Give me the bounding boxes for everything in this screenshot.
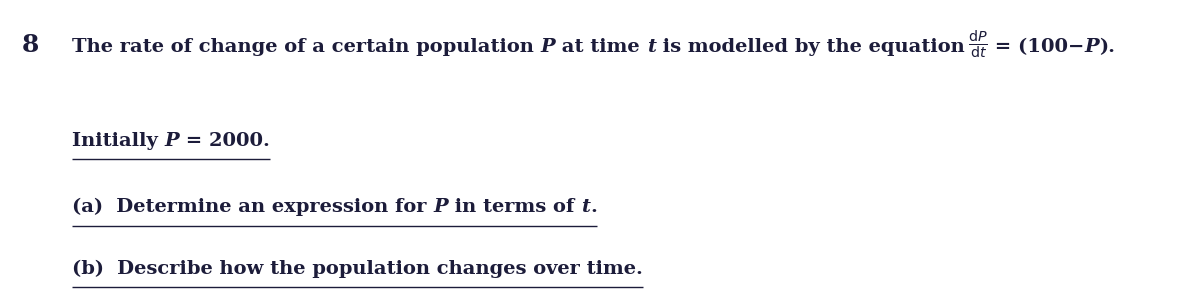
Text: P: P bbox=[433, 198, 448, 217]
Text: t: t bbox=[581, 198, 590, 217]
Text: P: P bbox=[1085, 38, 1099, 56]
Text: ).: ). bbox=[1099, 38, 1115, 56]
Text: t: t bbox=[647, 38, 655, 56]
Text: at time: at time bbox=[556, 38, 647, 56]
Text: (a)  Determine an expression for: (a) Determine an expression for bbox=[72, 198, 433, 217]
Text: $\frac{\mathrm{d}P}{\mathrm{d}t}$: $\frac{\mathrm{d}P}{\mathrm{d}t}$ bbox=[968, 29, 988, 61]
Text: in terms of: in terms of bbox=[448, 198, 581, 217]
Text: is modelled by the equation: is modelled by the equation bbox=[655, 38, 968, 56]
Text: Initially: Initially bbox=[72, 132, 164, 150]
Text: (b)  Describe how the population changes over time.: (b) Describe how the population changes … bbox=[72, 259, 643, 278]
Text: P: P bbox=[541, 38, 556, 56]
Text: = (100−: = (100− bbox=[988, 38, 1085, 56]
Text: P: P bbox=[164, 132, 179, 150]
Text: 8: 8 bbox=[22, 33, 38, 57]
Text: = 2000.: = 2000. bbox=[179, 132, 270, 150]
Text: .: . bbox=[590, 198, 596, 217]
Text: The rate of change of a certain population: The rate of change of a certain populati… bbox=[72, 38, 541, 56]
